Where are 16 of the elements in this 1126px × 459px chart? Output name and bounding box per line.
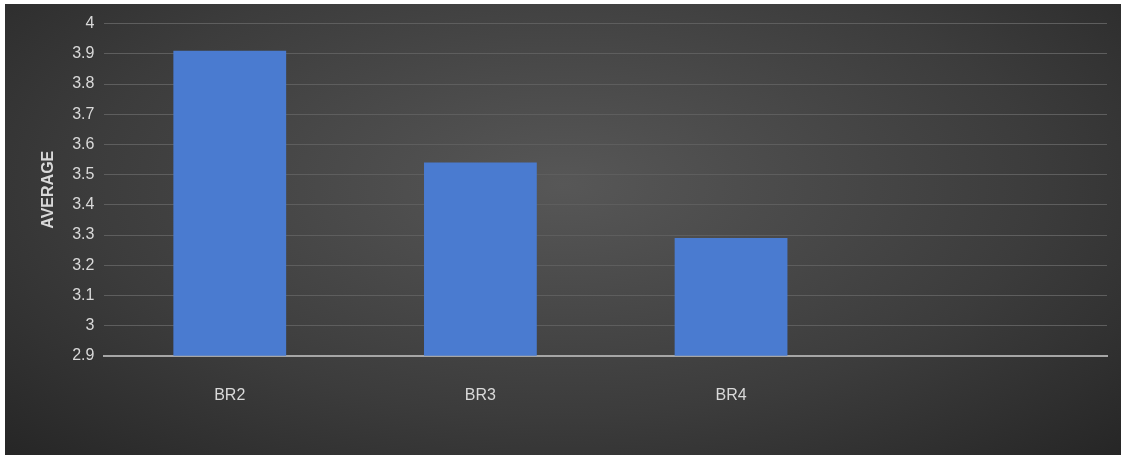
y-tick-label: 3.1 — [72, 285, 95, 303]
y-tick-label: 3.5 — [72, 165, 95, 183]
y-tick-label: 3.8 — [72, 74, 95, 92]
y-tick-label: 3.6 — [72, 134, 95, 152]
y-tick-label: 3 — [85, 316, 95, 334]
y-tick-label: 3.2 — [72, 255, 95, 273]
y-tick-label: 2.9 — [72, 346, 95, 364]
y-tick-label: 3.3 — [72, 225, 95, 243]
y-tick-label: 3.9 — [72, 44, 95, 62]
x-tick-label: BR4 — [715, 385, 747, 403]
y-tick-label: 3.7 — [72, 104, 95, 122]
y-tick-label: 4 — [85, 14, 95, 32]
x-tick-label: BR2 — [214, 385, 246, 403]
y-tick-label: 3.4 — [72, 195, 95, 213]
x-tick-label: BR3 — [464, 385, 497, 403]
y-axis-title: AVERAGE — [39, 150, 57, 229]
